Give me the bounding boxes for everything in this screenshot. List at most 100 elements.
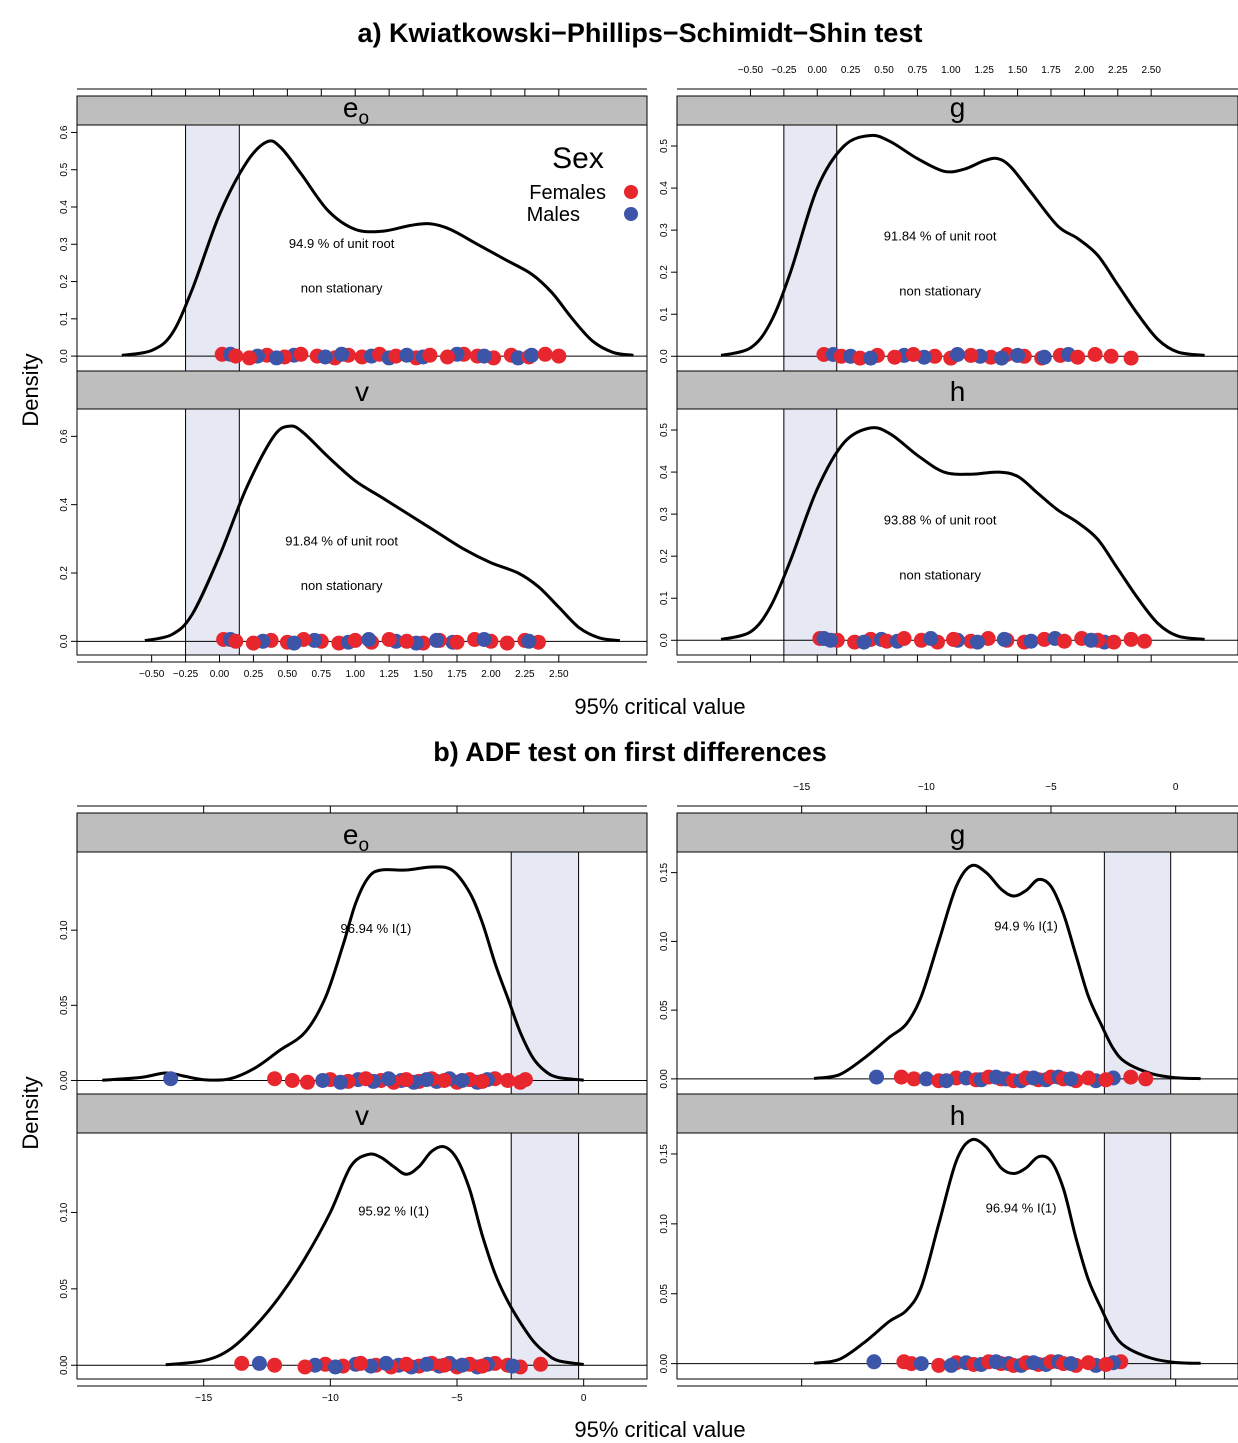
figure-a-x-axis-label: 95% critical value — [574, 694, 745, 719]
fig-a-panel-g-x-tick-label: 0.75 — [908, 65, 928, 76]
fig-b-panel-v-density-curve — [165, 1144, 584, 1367]
fig-b-panel-v-plot-area — [77, 1133, 647, 1379]
fig-a-panel-h-plot-area — [677, 409, 1238, 655]
figure-b-title: b) ADF test on first differences — [433, 737, 827, 767]
fig-b-panel-h-y-tick-label: 0.00 — [659, 1353, 670, 1373]
fig-a-panel-h-strip — [676, 370, 1238, 410]
fig-a-panel-g-point-males — [950, 347, 965, 362]
fig-b-panel-h-critical-region — [1103, 1133, 1172, 1379]
fig-b-panel-eo-y-tick-label: 0.00 — [59, 1070, 70, 1090]
fig-b-panel-h-point-females — [931, 1357, 947, 1373]
fig-a-panel-h-point-males — [856, 634, 872, 650]
fig-a-panel-h-y-tick-label: 0.2 — [659, 549, 670, 563]
fig-b-panel-g-point-females — [1138, 1071, 1154, 1087]
fig-a-panel-h-y-tick-label: 0.3 — [659, 507, 670, 521]
fig-b-panel-h-point-males — [943, 1357, 959, 1373]
fig-b-panel-h-point-males — [1063, 1356, 1079, 1372]
fig-a-panel-v-x-tick-label: 0.00 — [210, 669, 230, 680]
fig-a-panel-eo-point-males — [510, 350, 526, 366]
fig-b-panel-v: v 95.92 % I(1) 0.00 0.05 0.10 −15 −10 −5 0 — [59, 1093, 648, 1404]
fig-b-panel-h-point-females — [1098, 1357, 1114, 1372]
fig-a-panel-g-y-tick-label: 0.3 — [659, 223, 670, 237]
fig-b-panel-g-x-tick-label: −5 — [1045, 782, 1057, 793]
fig-a-panel-g-x-tick-label: 0.25 — [841, 65, 861, 76]
fig-a-panel-h-point-females — [1036, 631, 1052, 647]
fig-b-panel-g-x-tick-label: −10 — [918, 782, 935, 793]
fig-a-panel-eo-point-males — [317, 349, 333, 365]
fig-a-panel-v-x-tick-label: 1.50 — [413, 669, 433, 680]
fig-b-panel-g: g 94.9 % I(1) 0.00 0.05 0.10 0.15 −15 −10 −5 0 — [659, 782, 1238, 1095]
fig-a-panel-g-x-tick-label: 2.50 — [1141, 65, 1161, 76]
fig-a-panel-g-point-females — [927, 348, 943, 364]
fig-a-panel-h-point-males — [1023, 633, 1039, 649]
legend-marker-females — [624, 185, 638, 199]
fig-a-panel-g-point-females — [1103, 348, 1119, 364]
fig-b-panel-g-point-females — [1098, 1072, 1114, 1088]
fig-a-panel-g-x-tick-label: 1.75 — [1041, 65, 1061, 76]
fig-b-panel-h: h 96.94 % I(1) 0.00 0.05 0.10 0.15 — [659, 1093, 1238, 1387]
fig-b-panel-h-y-tick-label: 0.15 — [659, 1144, 670, 1164]
fig-a-panel-h-point-females — [946, 631, 961, 647]
legend-label-males: Males — [527, 204, 580, 226]
fig-b-panel-g-point-females — [1080, 1070, 1096, 1086]
fig-a-panel-v-point-females — [499, 635, 515, 651]
figure-b-x-axis-label: 95% critical value — [574, 1417, 745, 1442]
fig-b-panel-eo-point-females — [474, 1073, 490, 1089]
fig-a-panel-v-x-tick-label: −0.50 — [139, 669, 165, 680]
fig-a-panel-g-point-males — [1010, 347, 1026, 363]
fig-a-panel-eo-density-curve — [121, 139, 634, 357]
fig-a-panel-v-x-tick-label: 2.25 — [515, 669, 535, 680]
fig-a-panel-h-point-females — [896, 631, 912, 646]
fig-a-panel-g-x-tick-label: 0.50 — [874, 65, 894, 76]
fig-b-panel-g-critical-region — [1103, 852, 1172, 1094]
fig-b-panel-h-point-females — [1080, 1355, 1096, 1371]
fig-b-panel-h-strip — [676, 1093, 1238, 1134]
fig-b-panel-g-point-males — [938, 1073, 954, 1089]
legend-title: Sex — [552, 142, 604, 175]
fig-a-panel-g-y-tick-label: 0.2 — [659, 265, 670, 279]
fig-b-panel-v-y-tick-label: 0.05 — [59, 1279, 70, 1299]
fig-a-panel-eo-y-tick-label: 0.6 — [59, 125, 70, 139]
fig-b-panel-v-point-males — [378, 1355, 394, 1371]
fig-b-panel-g-point-males — [1063, 1071, 1079, 1087]
fig-a-panel-h-y-tick-label: 0.0 — [659, 633, 670, 647]
fig-b-panel-eo-point-females — [358, 1071, 374, 1087]
fig-b-panel-eo-point-males — [381, 1071, 397, 1087]
fig-b-panel-h-density-curve — [813, 1137, 1201, 1365]
fig-b-panel-v-x-tick-label: −10 — [322, 1393, 339, 1404]
fig-b-panel-v-point-males — [419, 1356, 435, 1372]
fig-b-panel-v-strip-label: v — [355, 1100, 369, 1131]
fig-a-panel-v-plot-area — [77, 409, 647, 655]
fig-b-panel-h-point-males — [866, 1354, 882, 1370]
fig-b-panel-eo-point-males — [419, 1072, 435, 1088]
fig-a-panel-v-x-tick-label: 2.50 — [549, 669, 569, 680]
fig-a-panel-eo-annotation-secondary: non stationary — [301, 281, 383, 296]
fig-a-panel-eo-y-tick-label: 0.2 — [59, 274, 70, 288]
fig-a-panel-eo-strip — [76, 95, 648, 126]
fig-a-panel-v-density-curve — [144, 424, 621, 643]
fig-b-panel-g-point-males — [918, 1071, 934, 1087]
fig-a-panel-h-y-tick-label: 0.4 — [659, 465, 670, 479]
fig-b-panel-eo-y-tick-label: 0.10 — [59, 920, 70, 940]
fig-a-panel-g-x-tick-label: 2.25 — [1108, 65, 1128, 76]
fig-b-panel-v-point-females — [533, 1356, 549, 1372]
fig-a-panel-h-critical-region — [783, 409, 838, 655]
fig-a-panel-g-x-tick-label: 0.00 — [808, 65, 828, 76]
figure-b-y-axis-label: Density — [18, 1076, 43, 1149]
fig-b-panel-eo-strip — [76, 812, 648, 853]
fig-a-panel-h-point-males — [1083, 632, 1099, 648]
fig-b-panel-eo-annotation: 96.94 % I(1) — [341, 921, 412, 936]
fig-a-panel-v-x-tick-label: 1.75 — [447, 669, 467, 680]
fig-b-panel-eo-density-curve — [102, 865, 584, 1082]
fig-a-panel-g-point-females — [983, 349, 999, 365]
fig-b-panel-v-x-tick-label: −5 — [451, 1393, 463, 1404]
fig-b-panel-v-point-females — [267, 1357, 283, 1373]
fig-b-panel-eo-plot-area — [77, 852, 647, 1094]
fig-b-panel-eo-point-females — [512, 1074, 528, 1090]
fig-a-panel-eo-point-females — [551, 348, 567, 364]
fig-a-panel-eo-plot-area — [77, 125, 647, 371]
fig-a-panel-v-critical-region — [185, 409, 240, 655]
fig-a-panel-eo-point-females — [293, 346, 309, 362]
fig-b-panel-eo-point-females — [500, 1073, 516, 1088]
fig-a-panel-g-point-females — [852, 350, 868, 366]
